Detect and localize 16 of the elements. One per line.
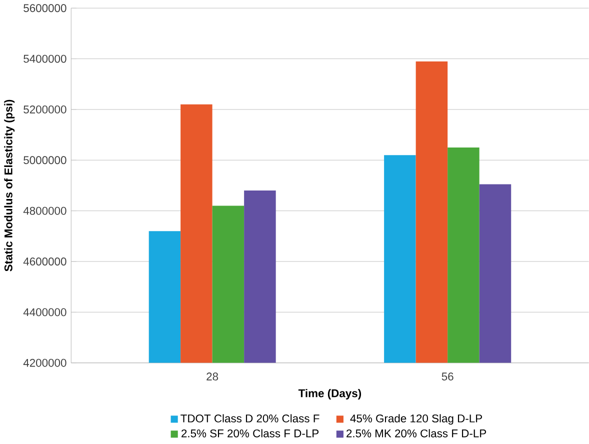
y-tick-label: 4200000	[23, 358, 66, 367]
y-tick-label: 4800000	[23, 206, 66, 215]
x-tick-label: 56	[442, 372, 454, 380]
legend-label: 2.5% SF 20% Class F D-LP	[182, 429, 319, 438]
y-tick-label: 5000000	[24, 156, 66, 164]
legend-label: TDOT Class D 20% Class F	[180, 414, 320, 422]
legend-label: 2.5% MK 20% Class F D-LP	[346, 429, 486, 438]
y-tick-label: 5200000	[24, 105, 66, 114]
y-tick-label: 5400000	[24, 54, 66, 63]
y-axis-title: Static Modulus of Elasticity (psi)	[4, 100, 15, 272]
y-tick-label: 5600000	[24, 4, 66, 12]
x-axis-title: Time (Days)	[298, 388, 362, 400]
y-tick-label: 4600000	[23, 257, 66, 266]
x-tick-label: 28	[206, 372, 218, 380]
legend-label: 45% Grade 120 Slag D-LP	[350, 414, 482, 425]
y-tick-label: 4400000	[23, 308, 66, 316]
